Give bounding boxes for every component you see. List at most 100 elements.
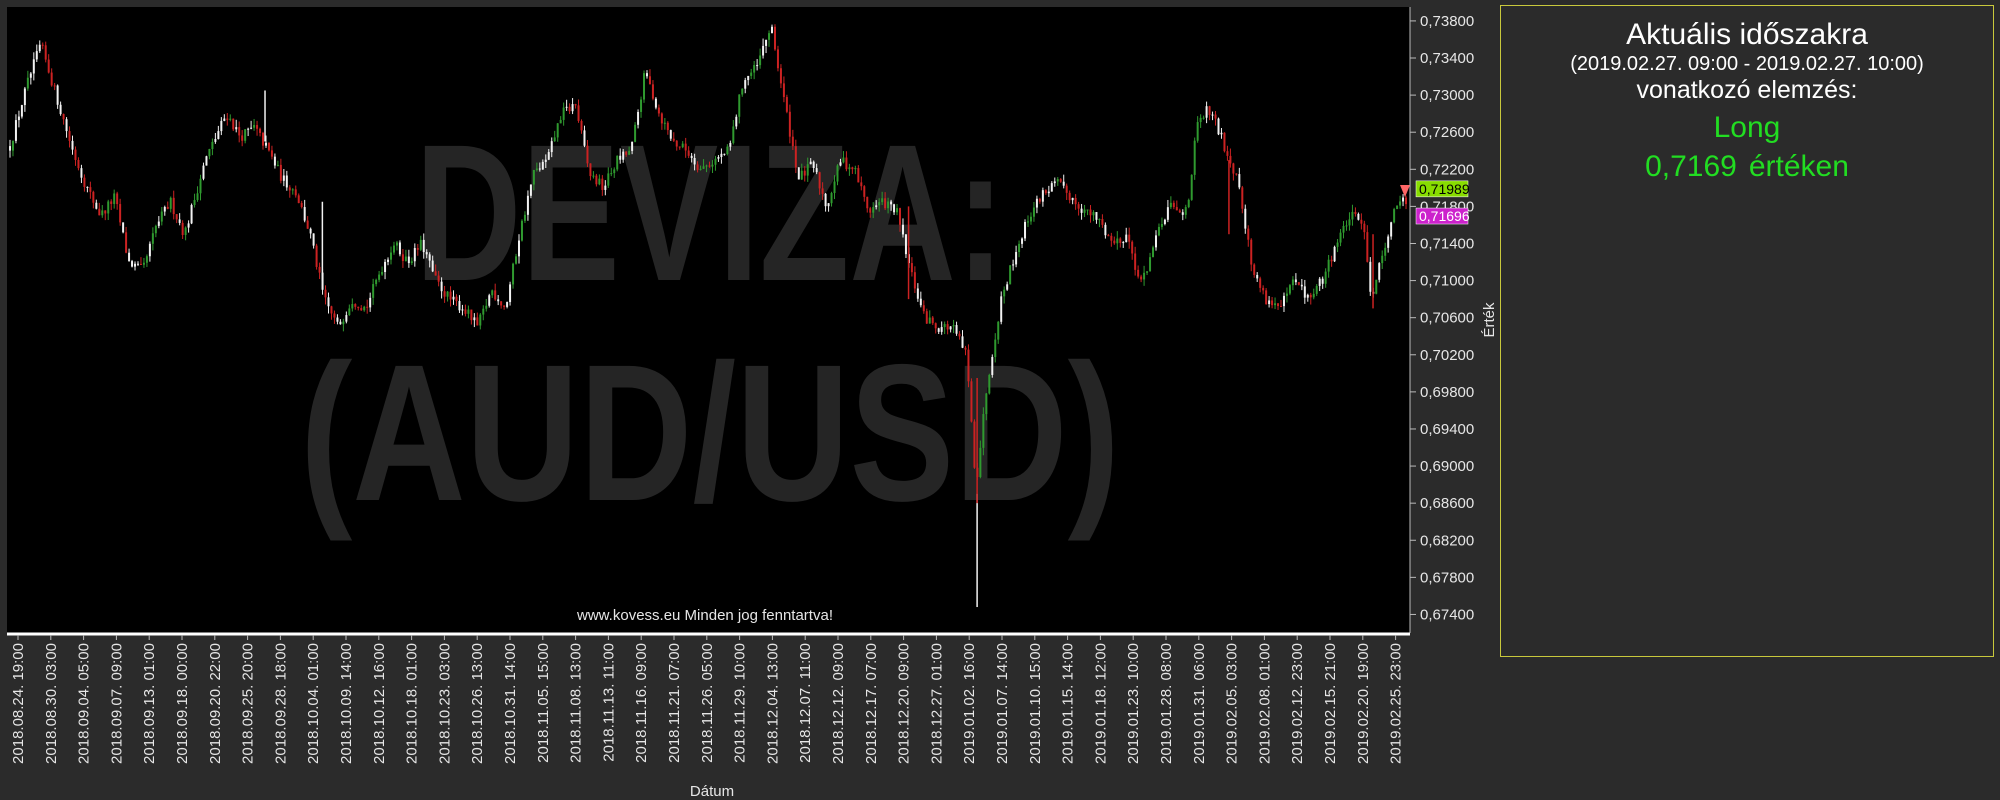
candle-body	[1238, 174, 1241, 188]
candle-body	[726, 146, 729, 155]
candle-body	[134, 263, 137, 267]
candle-body	[101, 210, 104, 216]
candle-body	[1381, 255, 1384, 264]
candle-body	[1035, 198, 1038, 208]
candle-body	[916, 288, 919, 299]
candle-body	[1101, 219, 1104, 225]
candle-body	[631, 141, 634, 151]
candle-body	[1175, 207, 1178, 211]
x-tick-label: 2019.02.15. 21:00	[1322, 643, 1339, 764]
candle-body	[791, 136, 794, 147]
candle-body	[997, 321, 1000, 340]
candle-body	[1369, 261, 1372, 292]
candle-body	[1226, 151, 1229, 156]
candle-body	[1199, 117, 1202, 123]
candle-body	[443, 291, 446, 297]
candle-body	[785, 97, 788, 112]
candle-body	[979, 447, 982, 478]
candle-body	[306, 220, 309, 229]
candle-body	[110, 201, 113, 204]
candle-body	[1306, 294, 1309, 298]
analysis-direction: Long	[1713, 111, 1781, 144]
candle-body	[1214, 114, 1217, 119]
candle-body	[151, 233, 154, 244]
candle-body	[309, 228, 312, 234]
candle-body	[509, 284, 512, 303]
candle-body	[1095, 212, 1098, 220]
candle-body	[238, 127, 241, 136]
candle-body	[931, 317, 934, 324]
candle-body	[17, 116, 20, 121]
candle-body	[113, 193, 116, 204]
candle-body	[318, 266, 321, 273]
candle-body	[1333, 246, 1336, 262]
candle-body	[1071, 197, 1074, 201]
candle-body	[98, 208, 101, 216]
candle-body	[839, 162, 842, 166]
candle-body	[583, 130, 586, 146]
candle-body	[250, 127, 253, 129]
candle-body	[104, 210, 107, 214]
candle-body	[366, 306, 369, 308]
candle-body	[321, 272, 324, 290]
candle-body	[32, 59, 35, 74]
candle-body	[1044, 190, 1047, 194]
candle-body	[449, 291, 452, 300]
candle-body	[205, 156, 208, 166]
candle-body	[1405, 197, 1408, 205]
candle-body	[14, 120, 17, 141]
y-tick-label: 0,70200	[1420, 347, 1474, 364]
candle-body	[1256, 274, 1259, 279]
candle-body	[1220, 132, 1223, 135]
candle-body	[29, 73, 32, 78]
candle-body	[1152, 247, 1155, 258]
candle-body	[705, 165, 708, 167]
candle-body	[372, 284, 375, 298]
candle-body	[735, 116, 738, 127]
candle-body	[26, 77, 29, 89]
candle-body	[35, 51, 38, 60]
candle-body	[1140, 276, 1143, 280]
analysis-value-suffix: értéken	[1748, 150, 1849, 183]
candle-body	[199, 178, 202, 194]
x-tick-label: 2018.12.20. 09:00	[896, 643, 913, 764]
candle-body	[375, 279, 378, 285]
candle-body	[1280, 306, 1283, 308]
candle-body	[681, 143, 684, 148]
candle-body	[1274, 303, 1277, 306]
candle-body	[303, 207, 306, 221]
candle-body	[1291, 279, 1294, 286]
candle-body	[1205, 106, 1208, 118]
candle-body	[922, 305, 925, 312]
candle-body	[660, 113, 663, 124]
candle-body	[702, 166, 705, 169]
candle-body	[794, 146, 797, 168]
candle-body	[467, 309, 470, 314]
candle-body	[1348, 219, 1351, 226]
candle-body	[83, 177, 86, 187]
candle-body	[142, 262, 145, 265]
candle-body	[669, 130, 672, 139]
candle-body	[1184, 207, 1187, 215]
candle-body	[119, 204, 122, 223]
y-tick-label: 0,71400	[1420, 235, 1474, 252]
candle-body	[392, 245, 395, 253]
x-tick-label: 2018.10.31. 14:00	[502, 643, 519, 764]
candle-body	[616, 155, 619, 170]
candle-body	[1107, 235, 1110, 237]
candle-body	[741, 88, 744, 95]
candle-body	[387, 259, 390, 262]
candle-body	[497, 299, 500, 302]
candle-body	[1077, 204, 1080, 209]
candle-body	[342, 321, 345, 325]
candle-body	[1217, 118, 1220, 135]
candle-body	[994, 339, 997, 358]
x-tick-label: 2018.10.18. 01:00	[404, 643, 421, 764]
candle-body	[714, 158, 717, 165]
candle-body	[279, 164, 282, 181]
candle-body	[59, 104, 62, 115]
y-tick-label: 0,68200	[1420, 532, 1474, 549]
candle-body	[1116, 238, 1119, 244]
x-tick-label: 2018.08.24. 19:00	[10, 643, 27, 764]
x-tick-label: 2018.10.09. 14:00	[338, 643, 355, 764]
